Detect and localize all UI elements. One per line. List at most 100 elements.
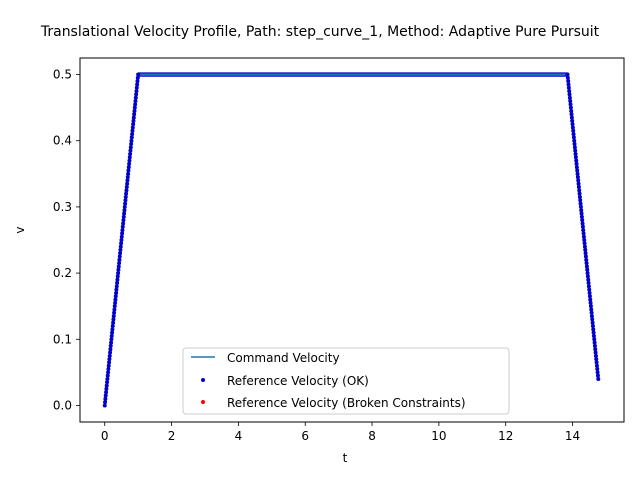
reference-point-ok xyxy=(566,82,571,87)
x-tick-label: 8 xyxy=(368,429,376,443)
reference-point-ok xyxy=(587,294,592,299)
reference-point-ok xyxy=(114,284,119,289)
reference-point-ok xyxy=(135,79,140,84)
y-tick-label: 0.4 xyxy=(53,134,72,148)
reference-point-ok xyxy=(571,132,576,137)
x-tick-label: 6 xyxy=(301,429,309,443)
reference-point-ok xyxy=(594,360,599,365)
reference-point-ok xyxy=(580,224,585,229)
plot-area xyxy=(102,72,601,408)
reference-point-ok xyxy=(103,393,108,398)
legend-box xyxy=(182,347,510,415)
reference-point-ok xyxy=(575,168,580,173)
reference-point-ok xyxy=(595,367,600,372)
reference-point-ok xyxy=(127,155,132,160)
reference-point-ok xyxy=(573,151,578,156)
reference-point-ok xyxy=(589,310,594,315)
reference-point-ok xyxy=(590,320,595,325)
reference-point-ok xyxy=(574,161,579,166)
reference-point-ok xyxy=(131,122,136,127)
reference-point-ok xyxy=(130,132,135,137)
reference-point-ok xyxy=(104,383,109,388)
reference-point-ok xyxy=(566,79,571,84)
reference-point-ok xyxy=(565,75,570,80)
reference-point-ok xyxy=(572,142,577,147)
reference-point-ok xyxy=(103,396,108,401)
reference-point-ok xyxy=(115,281,120,286)
y-tick-label: 0.1 xyxy=(53,332,72,346)
reference-point-ok xyxy=(590,324,595,329)
reference-point-ok xyxy=(127,158,132,163)
reference-point-ok xyxy=(573,148,578,153)
reference-point-ok xyxy=(575,171,580,176)
reference-point-ok xyxy=(108,350,113,355)
x-tick-label: 10 xyxy=(431,429,446,443)
reference-point-ok xyxy=(135,82,140,87)
reference-point-ok xyxy=(117,257,122,262)
y-tick-label: 0.0 xyxy=(53,398,72,412)
reference-point-ok xyxy=(571,128,576,133)
reference-point-ok xyxy=(130,128,135,133)
reference-point-ok xyxy=(129,138,134,143)
reference-point-ok xyxy=(110,327,115,332)
reference-point-ok xyxy=(569,112,574,117)
reference-point-ok xyxy=(119,238,124,242)
reference-point-ok xyxy=(582,244,587,249)
y-tick-label: 0.2 xyxy=(53,266,72,280)
reference-point-ok xyxy=(125,181,130,186)
reference-point-ok xyxy=(126,171,131,176)
reference-point-ok xyxy=(580,218,585,223)
reference-point-ok xyxy=(593,347,598,352)
reference-point-ok xyxy=(114,290,119,295)
reference-point-ok xyxy=(584,264,589,269)
reference-point-ok xyxy=(111,320,116,325)
reference-point-ok xyxy=(585,274,590,279)
reference-point-ok xyxy=(116,267,121,272)
reference-point-ok xyxy=(127,161,132,166)
reference-point-ok xyxy=(108,347,113,352)
reference-point-ok xyxy=(123,194,128,199)
reference-point-ok xyxy=(594,357,599,362)
reference-point-ok xyxy=(117,261,122,266)
reference-point-ok xyxy=(590,317,595,322)
reference-point-ok xyxy=(107,360,112,365)
axes-frame xyxy=(79,57,625,423)
reference-point-ok xyxy=(120,228,125,233)
reference-point-ok xyxy=(583,251,588,256)
reference-point-ok xyxy=(578,201,583,206)
reference-point-ok xyxy=(129,142,134,147)
reference-point-ok xyxy=(579,211,584,216)
x-tick-label: 14 xyxy=(565,429,580,443)
reference-point-ok xyxy=(124,188,129,193)
reference-point-ok xyxy=(569,115,574,120)
reference-point-ok xyxy=(594,363,599,368)
reference-point-ok xyxy=(566,85,571,90)
reference-point-ok xyxy=(592,343,597,348)
y-tick-label: 0.3 xyxy=(53,200,72,214)
reference-point-ok xyxy=(134,92,139,97)
reference-point-ok xyxy=(596,376,601,381)
reference-point-ok xyxy=(118,251,123,256)
reference-point-ok xyxy=(118,247,123,252)
reference-point-ok xyxy=(121,214,126,219)
reference-point-ok xyxy=(570,125,575,130)
reference-point-ok xyxy=(568,102,573,107)
legend-marker-ok xyxy=(201,378,205,382)
reference-point-ok xyxy=(572,145,577,150)
reference-point-ok xyxy=(582,238,587,242)
reference-point-ok xyxy=(591,327,596,332)
reference-point-ok xyxy=(121,221,126,226)
reference-point-ok xyxy=(128,151,133,156)
reference-point-ok xyxy=(107,357,112,362)
reference-point-ok xyxy=(593,353,598,358)
reference-point-ok xyxy=(130,125,135,130)
reference-point-ok xyxy=(123,198,128,203)
reference-point-ok xyxy=(102,403,107,408)
reference-point-ok xyxy=(579,208,584,213)
reference-point-ok xyxy=(105,380,110,385)
reference-point-ok xyxy=(122,208,127,213)
reference-point-ok xyxy=(577,191,582,196)
reference-point-ok xyxy=(574,158,579,163)
reference-point-ok xyxy=(116,271,121,276)
reference-point-ok xyxy=(129,135,134,140)
